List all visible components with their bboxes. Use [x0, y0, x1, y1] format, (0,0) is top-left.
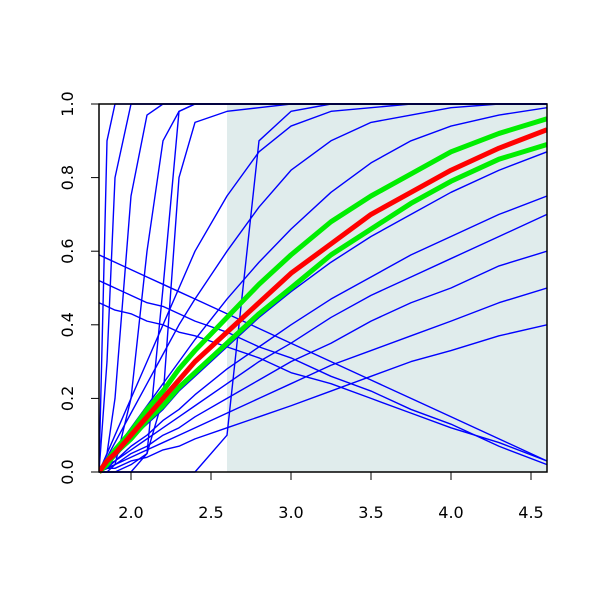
y-tick-label: 0.6	[58, 238, 77, 263]
series-line	[99, 103, 547, 473]
y-tick-label: 1.0	[58, 91, 77, 116]
y-tick-label: 0.2	[58, 386, 77, 411]
y-tick-label: 0.0	[58, 459, 77, 484]
series-line	[99, 324, 547, 473]
x-tick-label: 4.0	[438, 503, 463, 522]
series-line	[99, 127, 547, 474]
series-line	[99, 195, 547, 473]
series-line	[99, 250, 547, 473]
x-tick-label: 3.0	[278, 503, 303, 522]
plot-box	[98, 103, 548, 473]
x-tick-label: 2.0	[118, 503, 143, 522]
x-tick-label: 3.5	[358, 503, 383, 522]
x-tick-label: 2.5	[198, 503, 223, 522]
x-tick-label: 4.5	[518, 503, 543, 522]
series-line	[99, 254, 547, 462]
series-line	[99, 302, 547, 462]
series-line	[99, 287, 547, 473]
y-tick-label: 0.8	[58, 165, 77, 190]
series-line	[99, 213, 547, 473]
y-tick-label: 0.4	[58, 312, 77, 337]
